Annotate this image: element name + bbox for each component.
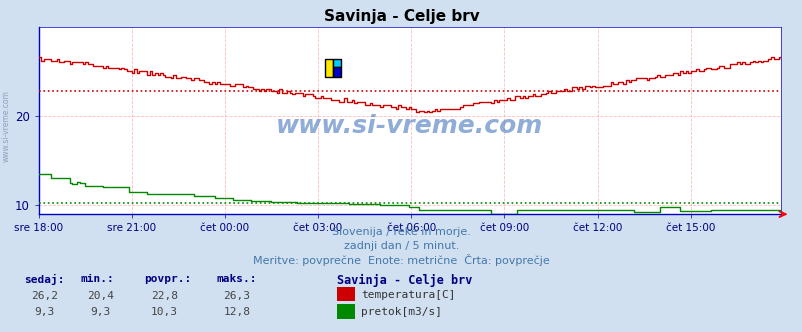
Text: www.si-vreme.com: www.si-vreme.com <box>276 114 543 138</box>
Text: temperatura[C]: temperatura[C] <box>361 290 456 300</box>
Text: Savinja - Celje brv: Savinja - Celje brv <box>337 274 472 287</box>
Text: 20,4: 20,4 <box>87 290 114 300</box>
FancyBboxPatch shape <box>324 59 332 77</box>
FancyBboxPatch shape <box>332 59 340 67</box>
Text: zadnji dan / 5 minut.: zadnji dan / 5 minut. <box>343 241 459 251</box>
Text: Meritve: povprečne  Enote: metrične  Črta: povprečje: Meritve: povprečne Enote: metrične Črta:… <box>253 254 549 266</box>
Text: www.si-vreme.com: www.si-vreme.com <box>2 90 11 162</box>
Text: pretok[m3/s]: pretok[m3/s] <box>361 307 442 317</box>
Text: 12,8: 12,8 <box>223 307 250 317</box>
Text: sedaj:: sedaj: <box>24 274 64 285</box>
Text: Savinja - Celje brv: Savinja - Celje brv <box>323 9 479 24</box>
FancyBboxPatch shape <box>332 67 340 77</box>
Text: 9,3: 9,3 <box>34 307 55 317</box>
Text: Slovenija / reke in morje.: Slovenija / reke in morje. <box>332 227 470 237</box>
Text: min.:: min.: <box>80 274 114 284</box>
Text: povpr.:: povpr.: <box>144 274 192 284</box>
Text: maks.:: maks.: <box>217 274 257 284</box>
Text: 10,3: 10,3 <box>151 307 178 317</box>
Text: 26,2: 26,2 <box>30 290 58 300</box>
Text: 9,3: 9,3 <box>90 307 111 317</box>
Text: 26,3: 26,3 <box>223 290 250 300</box>
Text: 22,8: 22,8 <box>151 290 178 300</box>
